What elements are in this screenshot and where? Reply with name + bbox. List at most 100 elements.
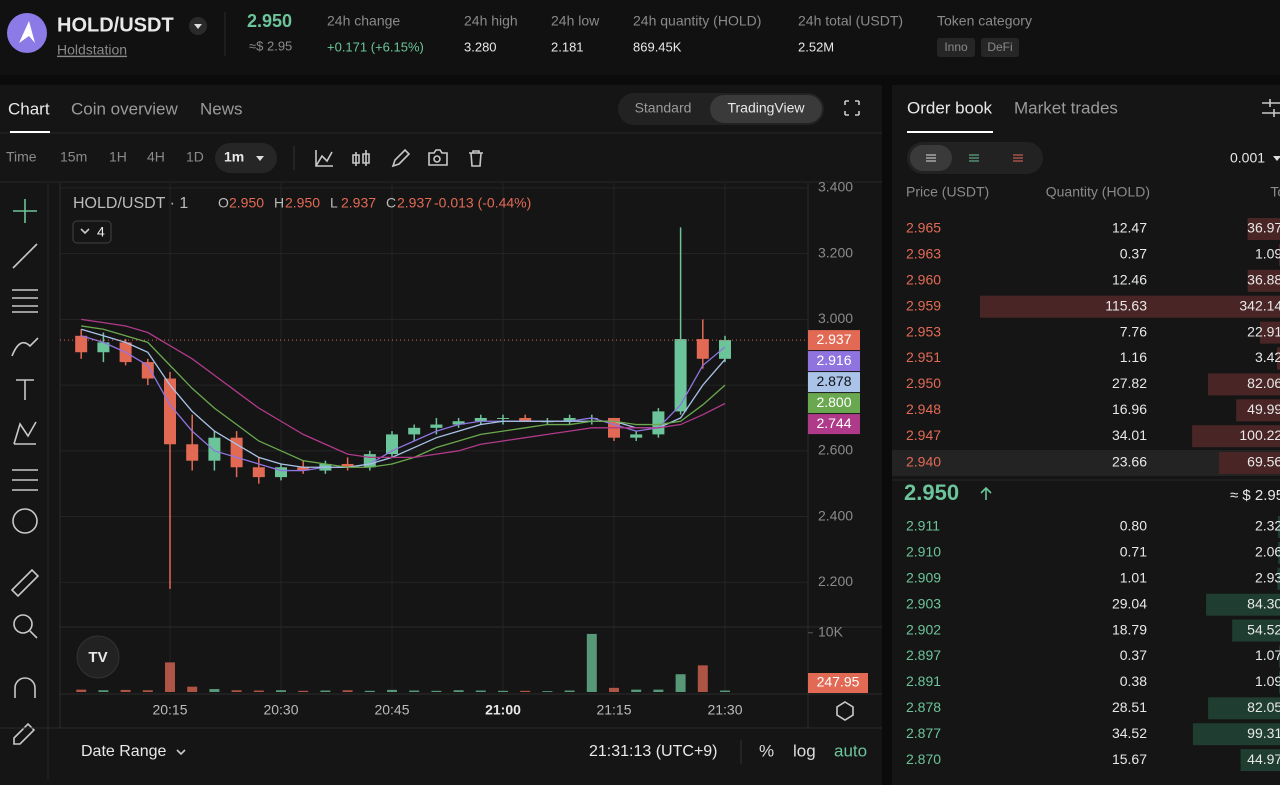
chart-tab[interactable]: Chart (8, 99, 50, 118)
ob-quantity: 12.47 (1112, 220, 1147, 236)
layout-asks[interactable] (1013, 154, 1023, 162)
indicator-icon[interactable] (315, 150, 333, 167)
chart-panel-bg (0, 85, 882, 785)
layout-both[interactable] (926, 154, 936, 162)
volume-bar (453, 690, 464, 692)
indicator-count: 4 (97, 224, 105, 240)
volume-bar (697, 665, 708, 692)
legend-key: C (386, 195, 396, 211)
ob-total: 100.227 (1239, 427, 1280, 443)
depth-bar (1192, 425, 1280, 448)
candle-body (563, 417, 576, 422)
text-tool[interactable] (16, 379, 34, 400)
chart-tab[interactable]: Coin overview (71, 99, 178, 118)
ob-last-price: 2.950 (904, 480, 959, 505)
moving-average (81, 335, 726, 472)
depth-bar (1208, 373, 1280, 396)
volume-bar (498, 690, 508, 692)
filter-icon[interactable] (1262, 99, 1280, 117)
layout-bids[interactable] (969, 154, 979, 162)
ob-column: Quantity (HOLD) (1046, 184, 1150, 200)
caret (194, 24, 202, 29)
ob-quantity: 1.01 (1120, 570, 1147, 586)
fullscreen-icon[interactable] (844, 100, 860, 116)
zoom-handle (29, 630, 38, 639)
legend-key: H (274, 195, 284, 211)
ruler-tool[interactable] (10, 568, 40, 598)
pair[interactable]: HOLD/USDT (57, 14, 174, 36)
interval[interactable]: 15m (60, 149, 87, 165)
project[interactable]: Holdstation (57, 42, 127, 58)
ob-total: 99.314 (1247, 725, 1280, 741)
line-tool[interactable] (12, 243, 38, 269)
ob-price: 2.950 (906, 375, 941, 391)
view-option[interactable]: TradingView (727, 100, 805, 116)
indicator-toggle[interactable] (72, 220, 112, 244)
pattern-tool[interactable] (13, 421, 37, 445)
lock-draw-tool[interactable] (13, 722, 36, 745)
emoji-tool[interactable] (12, 508, 38, 534)
ob-price: 2.902 (906, 621, 941, 637)
camera-icon[interactable] (428, 149, 448, 166)
ob-quantity: 28.51 (1112, 699, 1147, 715)
ob-quantity: 7.76 (1120, 323, 1147, 339)
ob-tab[interactable]: Market trades (1014, 98, 1118, 117)
volume-bar (542, 691, 553, 692)
volume-bar (675, 674, 686, 692)
legend-key: L (330, 195, 338, 211)
caret (256, 156, 264, 161)
interval[interactable]: 4H (147, 149, 165, 165)
volume-bar (409, 690, 420, 692)
scale-option[interactable]: % (759, 741, 774, 760)
interval[interactable]: 1D (186, 149, 204, 165)
scale-option[interactable]: log (793, 741, 816, 760)
trash-icon[interactable] (469, 150, 483, 167)
volume-tick-label: 10K (818, 623, 844, 639)
ob-quantity: 0.38 (1120, 673, 1147, 689)
last-price: 2.950 (247, 11, 292, 31)
date-range[interactable]: Date Range (81, 743, 166, 760)
candle-body (519, 417, 532, 422)
ma-badge (808, 372, 860, 393)
ob-price: 2.953 (906, 323, 941, 339)
volume-bar (564, 690, 575, 692)
brush-tool[interactable] (11, 337, 39, 357)
settings-icon[interactable] (836, 701, 854, 721)
ob-quantity: 115.63 (1105, 297, 1147, 313)
magnet-tool[interactable] (14, 677, 36, 698)
ob-total: 342.149 (1239, 297, 1280, 313)
candle-body (97, 342, 110, 353)
step[interactable]: 0.001 (1230, 150, 1265, 166)
legend-key: O (218, 195, 229, 211)
ma-badge-label: 2.744 (816, 415, 851, 431)
ob-price: 2.877 (906, 725, 941, 741)
ob-price: 2.948 (906, 401, 941, 417)
stat-label: 24h low (551, 13, 600, 29)
tag-bg (981, 38, 1019, 57)
interval[interactable]: 1H (109, 149, 127, 165)
view-option[interactable]: Standard (635, 100, 692, 116)
zoom-tool[interactable] (13, 614, 33, 634)
volume-badge-label: 247.95 (817, 674, 860, 690)
ob-quantity: 34.01 (1112, 427, 1147, 443)
interval-current[interactable]: 1m (224, 149, 244, 165)
volume-bar (298, 690, 309, 692)
ob-quantity: 0.37 (1120, 647, 1147, 663)
chart-tab[interactable]: News (200, 99, 243, 118)
ob-total: 82.051 (1247, 699, 1280, 715)
prediction-tool[interactable] (12, 469, 38, 491)
depth-bar (1192, 723, 1280, 746)
scale-option[interactable]: auto (834, 741, 867, 760)
ma-badge (808, 351, 860, 372)
fib-tool[interactable] (12, 289, 38, 313)
x-tick-label: 21:00 (485, 702, 521, 718)
candle-icon[interactable] (352, 150, 370, 166)
draw-icon[interactable] (391, 148, 411, 168)
ob-price: 2.870 (906, 751, 941, 767)
crosshair-tool[interactable] (13, 199, 37, 223)
stat-value: 2.181 (551, 39, 584, 54)
ob-tab[interactable]: Order book (907, 98, 993, 117)
ob-quantity: 34.52 (1112, 725, 1147, 741)
x-tick-label: 20:15 (152, 702, 187, 718)
chevron (176, 749, 186, 756)
